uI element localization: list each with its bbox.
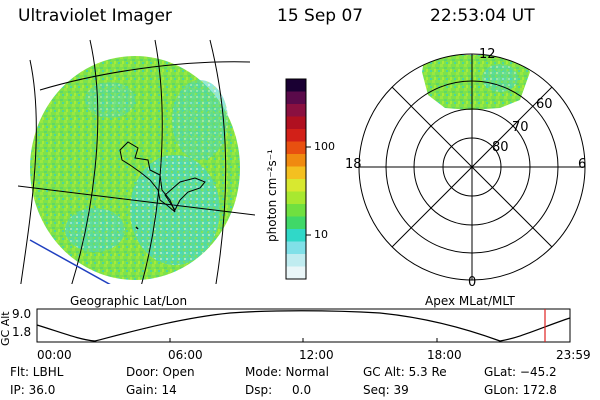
alt-xtick-2359: 23:59 [556, 349, 591, 361]
colorbar-label-10: 10 [314, 229, 328, 240]
alt-ytick-9: 9.0 [12, 308, 31, 320]
info-glat: GLat: −45.2 [484, 366, 557, 378]
mlt-label-18: 18 [345, 158, 362, 171]
geographic-caption: Geographic Lat/Lon [70, 295, 187, 307]
apex-caption: Apex MLat/MLT [425, 295, 515, 307]
info-door: Door: Open [126, 366, 195, 378]
alt-xtick-1800: 18:00 [427, 349, 462, 361]
altitude-axis-label: GC Alt [0, 311, 11, 346]
info-dsp-value: 0.0 [292, 384, 311, 396]
colorbar-band [286, 254, 306, 267]
colorbar-band [286, 92, 306, 105]
colorbar [286, 79, 306, 280]
mlt-label-12: 12 [479, 48, 496, 61]
lat-label-70: 70 [512, 121, 529, 134]
colorbar-band [286, 179, 306, 192]
geographic-image [18, 40, 255, 290]
colorbar-band [286, 242, 306, 255]
info-ip: IP: 36.0 [10, 384, 55, 396]
info-glon: GLon: 172.8 [484, 384, 557, 396]
alt-xtick-0000: 00:00 [37, 349, 72, 361]
mlt-label-0: 0 [468, 276, 476, 289]
info-mode: Mode: Normal [245, 366, 329, 378]
info-dsp-label: Dsp: [245, 384, 272, 396]
alt-xtick-1200: 12:00 [299, 349, 334, 361]
polar-plot [359, 54, 585, 280]
colorbar-band [286, 129, 306, 142]
colorbar-band [286, 142, 306, 155]
colorbar-band [286, 104, 306, 117]
lat-label-80: 80 [492, 141, 509, 154]
info-gain: Gain: 14 [126, 384, 177, 396]
alt-ytick-1-8: 1.8 [12, 326, 31, 338]
info-seq: Seq: 39 [363, 384, 409, 396]
colorbar-band [286, 117, 306, 130]
colorbar-band [286, 204, 306, 217]
colorbar-label-100: 100 [314, 141, 335, 152]
alt-xtick-0600: 06:00 [168, 349, 203, 361]
colorbar-band [286, 267, 306, 280]
mlt-label-6: 6 [578, 158, 586, 171]
info-gc-alt: GC Alt: 5.3 Re [363, 366, 447, 378]
colorbar-band [286, 154, 306, 167]
colorbar-band [286, 229, 306, 242]
colorbar-band [286, 79, 306, 92]
colorbar-band [286, 217, 306, 230]
altitude-plot [37, 309, 570, 342]
lat-label-60: 60 [536, 98, 553, 111]
colorbar-band [286, 167, 306, 180]
colorbar-unit-label: photon cm⁻²s⁻¹ [266, 149, 278, 242]
colorbar-band [286, 192, 306, 205]
info-filter: Flt: LBHL [10, 366, 63, 378]
